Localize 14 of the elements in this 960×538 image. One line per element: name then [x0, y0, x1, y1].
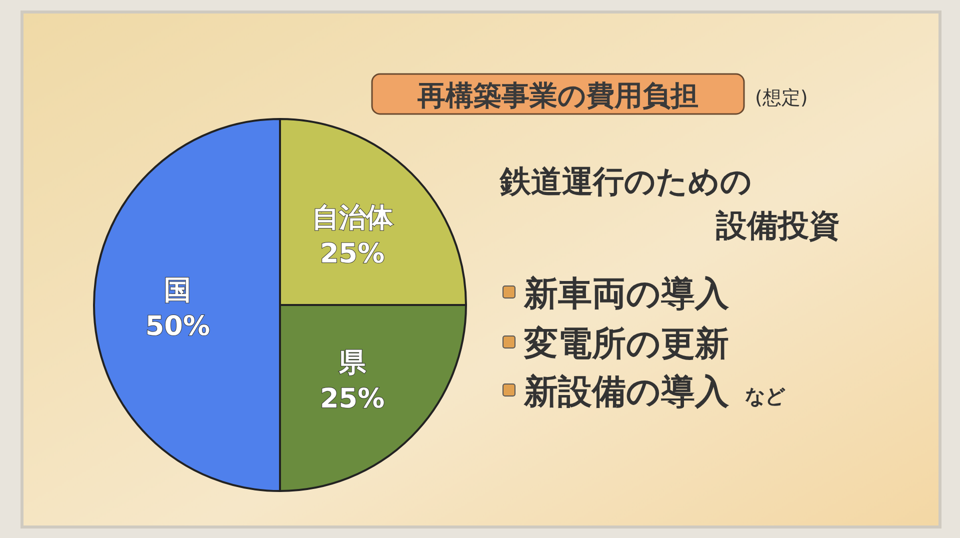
text: 新車両の導入 [523, 274, 730, 314]
text: 再構築事業の費用負担 [416, 79, 698, 112]
text: 鉄道運行のための [499, 164, 752, 200]
text: 設備投資 [715, 208, 840, 244]
data-label: 25% [320, 383, 385, 414]
text: (想定) [755, 87, 808, 109]
data-label: 50% [145, 311, 210, 342]
text: など [745, 384, 786, 408]
slice-label: 国 [164, 275, 192, 306]
text: 変電所の更新 [523, 324, 729, 364]
slice-label: 県 [338, 347, 367, 378]
text: 新設備の導入 [523, 372, 730, 412]
slice-label: 自治体 [312, 202, 394, 234]
data-label: 25% [320, 238, 385, 270]
